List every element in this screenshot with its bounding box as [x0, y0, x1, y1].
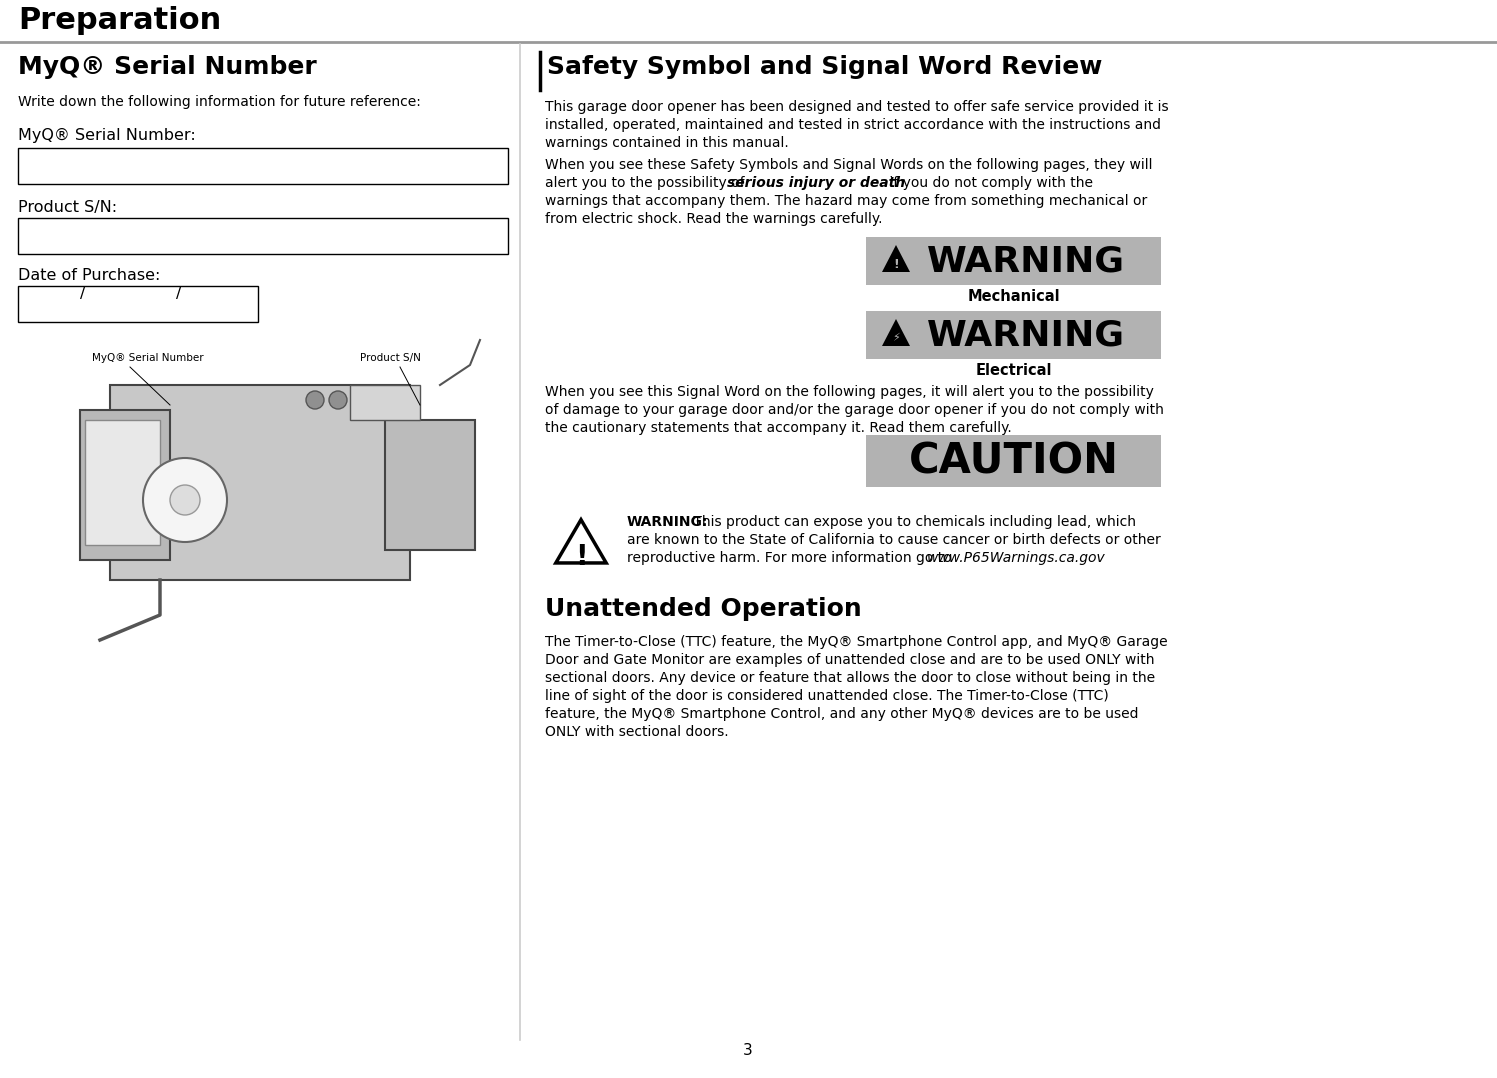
- Polygon shape: [882, 245, 910, 272]
- Text: are known to the State of California to cause cancer or birth defects or other: are known to the State of California to …: [627, 533, 1160, 547]
- Text: the cautionary statements that accompany it. Read them carefully.: the cautionary statements that accompany…: [545, 421, 1012, 436]
- Text: When you see these Safety Symbols and Signal Words on the following pages, they : When you see these Safety Symbols and Si…: [545, 158, 1153, 172]
- Text: The Timer-to-Close (TTC) feature, the MyQ® Smartphone Control app, and MyQ® Gara: The Timer-to-Close (TTC) feature, the My…: [545, 635, 1168, 649]
- Text: Write down the following information for future reference:: Write down the following information for…: [18, 95, 421, 109]
- Text: Preparation: Preparation: [18, 6, 222, 34]
- Text: ⚡: ⚡: [892, 333, 900, 343]
- Text: Safety Symbol and Signal Word Review: Safety Symbol and Signal Word Review: [546, 55, 1102, 79]
- Text: CAUTION: CAUTION: [909, 440, 1118, 482]
- Bar: [18, 218, 507, 254]
- Text: /: /: [177, 286, 181, 301]
- Text: This garage door opener has been designed and tested to offer safe service provi: This garage door opener has been designe…: [545, 100, 1169, 114]
- Bar: [109, 385, 410, 580]
- Circle shape: [352, 391, 370, 409]
- Bar: [85, 420, 160, 545]
- Text: !: !: [575, 543, 587, 571]
- Text: www.P65Warnings.ca.gov: www.P65Warnings.ca.gov: [927, 551, 1106, 565]
- Circle shape: [171, 485, 201, 515]
- Bar: [350, 385, 421, 420]
- Text: reproductive harm. For more information go to: reproductive harm. For more information …: [627, 551, 957, 565]
- Text: warnings that accompany them. The hazard may come from something mechanical or: warnings that accompany them. The hazard…: [545, 194, 1147, 208]
- Circle shape: [305, 391, 323, 409]
- Bar: [79, 410, 171, 559]
- Text: warnings contained in this manual.: warnings contained in this manual.: [545, 136, 789, 150]
- Circle shape: [329, 391, 347, 409]
- Bar: [385, 420, 475, 550]
- Text: sectional doors. Any device or feature that allows the door to close without bei: sectional doors. Any device or feature t…: [545, 671, 1156, 685]
- Text: When you see this Signal Word on the following pages, it will alert you to the p: When you see this Signal Word on the fol…: [545, 385, 1154, 399]
- Text: line of sight of the door is considered unattended close. The Timer-to-Close (TT: line of sight of the door is considered …: [545, 689, 1109, 703]
- Text: /: /: [79, 286, 85, 301]
- Text: MyQ® Serial Number: MyQ® Serial Number: [91, 353, 204, 363]
- Circle shape: [144, 458, 228, 542]
- Text: WARNING: WARNING: [927, 244, 1124, 278]
- Bar: [865, 310, 1162, 359]
- Text: Product S/N: Product S/N: [359, 353, 421, 363]
- Text: Door and Gate Monitor are examples of unattended close and are to be used ONLY w: Door and Gate Monitor are examples of un…: [545, 653, 1154, 667]
- Text: MyQ® Serial Number:: MyQ® Serial Number:: [18, 128, 196, 143]
- Text: if you do not comply with the: if you do not comply with the: [885, 176, 1093, 190]
- Text: from electric shock. Read the warnings carefully.: from electric shock. Read the warnings c…: [545, 212, 883, 226]
- Text: alert you to the possibility of: alert you to the possibility of: [545, 176, 748, 190]
- Text: Mechanical: Mechanical: [967, 289, 1060, 304]
- Text: This product can expose you to chemicals including lead, which: This product can expose you to chemicals…: [689, 515, 1136, 529]
- Text: Electrical: Electrical: [975, 363, 1052, 378]
- Text: WARNING:: WARNING:: [627, 515, 708, 529]
- Text: Date of Purchase:: Date of Purchase:: [18, 268, 160, 284]
- Bar: [18, 286, 257, 322]
- Text: Unattended Operation: Unattended Operation: [545, 597, 862, 621]
- Text: feature, the MyQ® Smartphone Control, and any other MyQ® devices are to be used: feature, the MyQ® Smartphone Control, an…: [545, 707, 1139, 721]
- Circle shape: [376, 391, 394, 409]
- Bar: [865, 436, 1162, 487]
- Bar: [865, 237, 1162, 285]
- Bar: [18, 148, 507, 184]
- Text: 3: 3: [743, 1044, 753, 1058]
- Text: installed, operated, maintained and tested in strict accordance with the instruc: installed, operated, maintained and test…: [545, 118, 1162, 132]
- Polygon shape: [882, 319, 910, 346]
- Text: MyQ® Serial Number: MyQ® Serial Number: [18, 55, 317, 79]
- Text: serious injury or death: serious injury or death: [728, 176, 906, 190]
- Text: !: !: [894, 258, 898, 271]
- Text: Product S/N:: Product S/N:: [18, 201, 117, 215]
- Text: of damage to your garage door and/or the garage door opener if you do not comply: of damage to your garage door and/or the…: [545, 403, 1163, 417]
- Text: WARNING: WARNING: [927, 318, 1124, 353]
- Text: ONLY with sectional doors.: ONLY with sectional doors.: [545, 725, 729, 740]
